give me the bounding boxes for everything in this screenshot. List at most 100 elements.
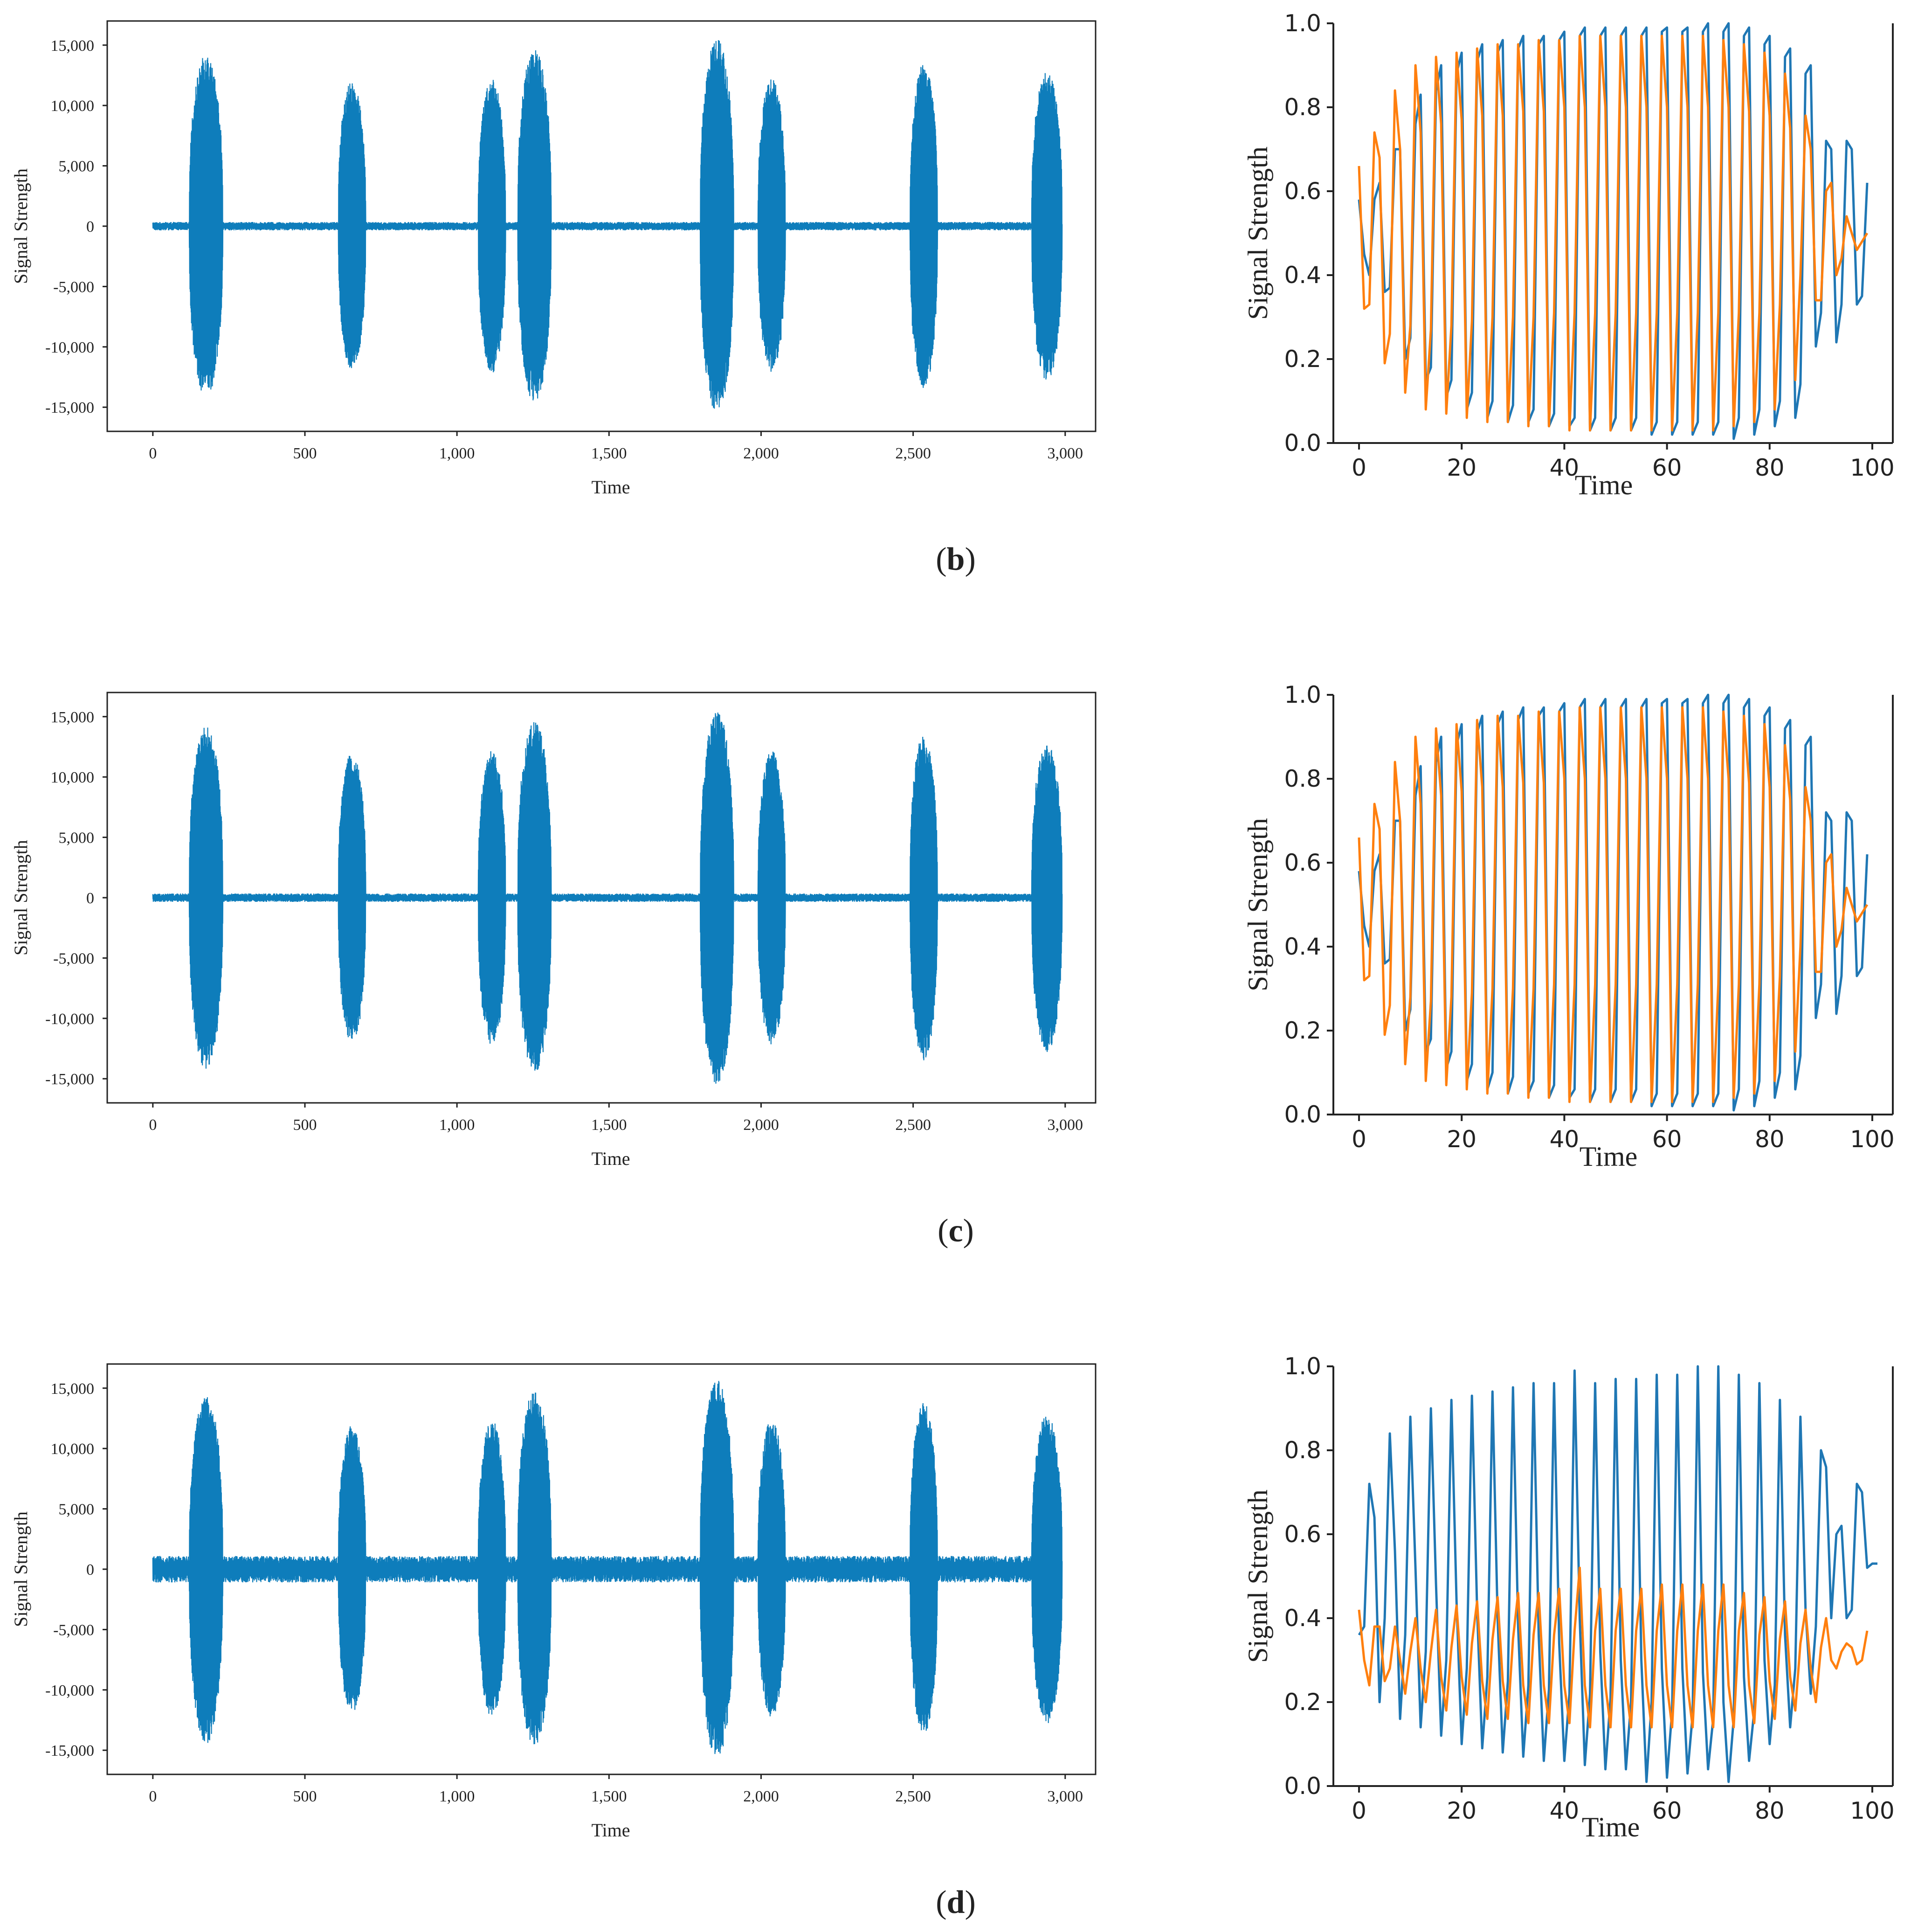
signal-y-axis-label: Signal Strength xyxy=(10,168,31,284)
signal-x-axis-label: Time xyxy=(591,1820,630,1841)
reconstructed-series-line xyxy=(1358,1566,1869,1729)
y-tick-label: -10,000 xyxy=(45,339,94,356)
x-tick-label: 40 xyxy=(1550,454,1580,481)
x-tick-label: 1,000 xyxy=(439,1116,475,1134)
signal-waveform xyxy=(152,712,1063,1084)
signal-x-axis-label: Time xyxy=(591,477,630,498)
x-tick-label: 0 xyxy=(1352,1126,1366,1153)
x-tick-label: 0 xyxy=(149,1116,157,1134)
x-tick-label: 100 xyxy=(1850,1126,1894,1153)
y-tick-label: 0.2 xyxy=(1284,1689,1321,1716)
x-tick-label: 1,000 xyxy=(439,1788,475,1805)
normalized-y-axis-label: Signal Strength xyxy=(1242,1489,1273,1663)
panel-caption-label: d xyxy=(947,1884,965,1920)
normalized-plot-axes xyxy=(1332,695,1894,1115)
x-tick-label: 2,000 xyxy=(743,1116,779,1134)
panel-caption-c: (c) xyxy=(938,1213,974,1249)
y-tick-label: -5,000 xyxy=(53,1621,94,1639)
x-tick-label: 1,500 xyxy=(591,445,627,462)
normalized-y-axis-label: Signal Strength xyxy=(1242,146,1273,320)
y-tick-label: 10,000 xyxy=(51,97,95,115)
x-tick-label: 100 xyxy=(1850,1797,1894,1824)
y-tick-label: 15,000 xyxy=(51,37,95,55)
y-tick-label: 5,000 xyxy=(59,158,95,175)
x-tick-label: 100 xyxy=(1850,454,1894,481)
y-tick-label: -10,000 xyxy=(45,1011,94,1028)
panel-caption-b: (b) xyxy=(936,541,976,577)
y-tick-label: 0.2 xyxy=(1284,1017,1321,1044)
x-tick-label: 2,000 xyxy=(743,1788,779,1805)
x-tick-label: 3,000 xyxy=(1048,1788,1083,1805)
normalized-x-axis-label: Time xyxy=(1580,1141,1638,1172)
x-tick-label: 60 xyxy=(1652,1126,1682,1153)
normalized-chart-b: 0.0 0.2 0.4 0.6 0.8 1.0 0 20 40 60 80 100 Time Sign… xyxy=(1242,10,1895,500)
signal-x-axis-label: Time xyxy=(591,1148,630,1169)
x-tick-label: 1,500 xyxy=(591,1116,627,1134)
x-tick-label: 2,500 xyxy=(895,445,931,462)
x-tick-label: 80 xyxy=(1755,1797,1785,1824)
x-tick-label: 0 xyxy=(149,445,157,462)
y-tick-label: 10,000 xyxy=(51,769,95,786)
y-tick-label: -15,000 xyxy=(45,399,94,416)
y-tick-label: 0.6 xyxy=(1284,1521,1321,1548)
signal-waveform xyxy=(152,40,1063,409)
x-tick-label: 20 xyxy=(1447,454,1476,481)
signal-chart-b: -15,000 -10,000 -5,000 0 5,000 10,000 15,000 0 5… xyxy=(10,20,1097,498)
y-tick-label: 5,000 xyxy=(59,830,95,847)
signal-chart-c: -15,000 -10,000 -5,000 0 5,000 10,000 15,000 0 5… xyxy=(10,692,1097,1169)
y-tick-label: 0.4 xyxy=(1284,1605,1321,1632)
signal-y-axis-label: Signal Strength xyxy=(10,1511,31,1627)
y-tick-label: 0.8 xyxy=(1284,765,1321,792)
x-tick-label: 500 xyxy=(293,1788,317,1805)
signal-chart-d: -15,000 -10,000 -5,000 0 5,000 10,000 15,000 0 5… xyxy=(10,1363,1097,1841)
x-tick-label: 2,500 xyxy=(895,1788,931,1805)
x-tick-label: 1,500 xyxy=(591,1788,627,1805)
x-tick-label: 80 xyxy=(1755,1126,1785,1153)
x-tick-label: 500 xyxy=(293,445,317,462)
y-tick-label: 0.2 xyxy=(1284,346,1321,373)
y-tick-label: -15,000 xyxy=(45,1071,94,1088)
y-tick-label: 10,000 xyxy=(51,1440,95,1458)
y-tick-label: 0.6 xyxy=(1284,849,1321,876)
normalized-chart-d: 0.0 0.2 0.4 0.6 0.8 1.0 0 20 40 60 80 100 Time Sign… xyxy=(1242,1353,1895,1842)
y-tick-label: 0 xyxy=(86,1561,94,1579)
y-tick-label: 5,000 xyxy=(59,1501,95,1518)
reconstructed-series-line xyxy=(1358,35,1869,432)
x-tick-label: 2,500 xyxy=(895,1116,931,1134)
y-tick-label: 1.0 xyxy=(1284,10,1321,37)
original-series-line xyxy=(1358,1365,1877,1783)
panel-d: -15,000 -10,000 -5,000 0 5,000 10,000 15,000 0 5… xyxy=(10,1353,1895,1920)
panel-c: -15,000 -10,000 -5,000 0 5,000 10,000 15,000 0 5… xyxy=(10,681,1895,1249)
y-tick-label: 0.4 xyxy=(1284,933,1321,960)
y-tick-label: 0 xyxy=(86,218,94,235)
normalized-plot-axes xyxy=(1332,23,1894,444)
x-tick-label: 0 xyxy=(149,1788,157,1805)
x-tick-label: 0 xyxy=(1352,1797,1366,1824)
x-tick-label: 2,000 xyxy=(743,445,779,462)
y-tick-label: 0.0 xyxy=(1284,429,1321,457)
y-tick-label: -5,000 xyxy=(53,278,94,296)
y-tick-label: -10,000 xyxy=(45,1682,94,1699)
y-tick-label: 15,000 xyxy=(51,1380,95,1398)
panel-caption-label: b xyxy=(947,541,965,577)
y-tick-label: 0.8 xyxy=(1284,1437,1321,1464)
signal-waveform xyxy=(152,1381,1063,1754)
normalized-chart-c: 0.0 0.2 0.4 0.6 0.8 1.0 0 20 40 60 80 100 Time Sign… xyxy=(1242,681,1895,1172)
x-tick-label: 40 xyxy=(1550,1126,1580,1153)
y-tick-label: 0.0 xyxy=(1284,1101,1321,1128)
signal-y-axis-label: Signal Strength xyxy=(10,840,31,956)
panel-b: -15,000 -10,000 -5,000 0 5,000 10,000 15,000 0 5… xyxy=(10,10,1895,577)
y-tick-label: 1.0 xyxy=(1284,1353,1321,1380)
y-tick-label: 0 xyxy=(86,890,94,907)
y-tick-label: 1.0 xyxy=(1284,681,1321,708)
y-tick-label: 0.0 xyxy=(1284,1773,1321,1800)
x-tick-label: 80 xyxy=(1755,454,1785,481)
y-tick-label: -5,000 xyxy=(53,950,94,967)
x-tick-label: 3,000 xyxy=(1048,1116,1083,1134)
y-tick-label: -15,000 xyxy=(45,1742,94,1759)
panel-caption-label: c xyxy=(948,1213,963,1249)
x-tick-label: 40 xyxy=(1550,1797,1580,1824)
y-tick-label: 0.6 xyxy=(1284,178,1321,205)
x-tick-label: 1,000 xyxy=(439,445,475,462)
